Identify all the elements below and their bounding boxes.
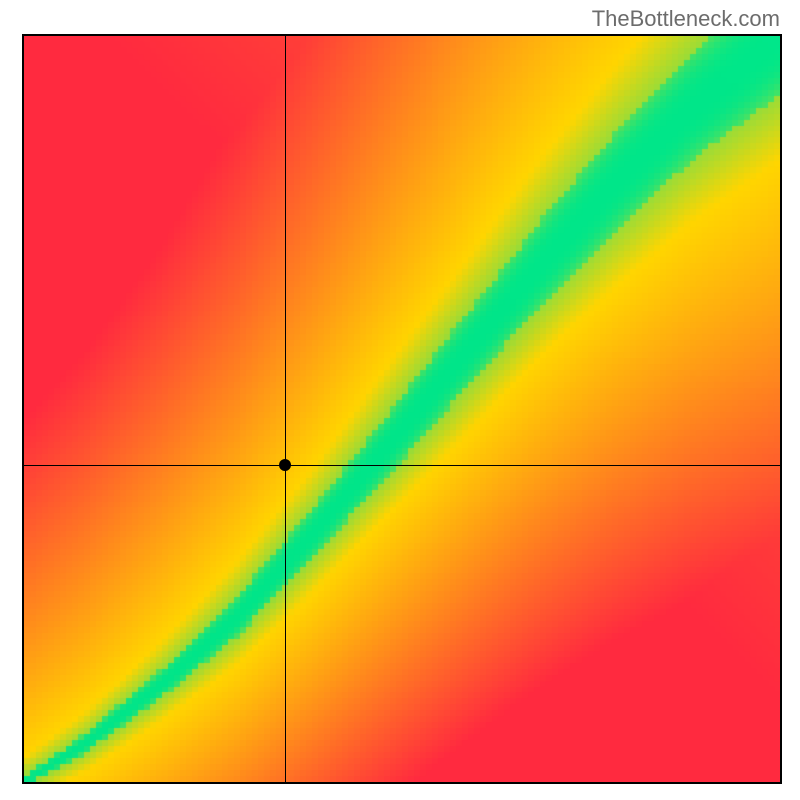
watermark-text: TheBottleneck.com — [592, 6, 780, 32]
crosshair-vertical — [285, 36, 286, 782]
chart-container: { "watermark": "TheBottleneck.com", "lay… — [0, 0, 800, 800]
plot-frame — [22, 34, 782, 784]
crosshair-dot — [279, 459, 291, 471]
heatmap-canvas — [24, 36, 780, 782]
crosshair-horizontal — [24, 465, 780, 466]
